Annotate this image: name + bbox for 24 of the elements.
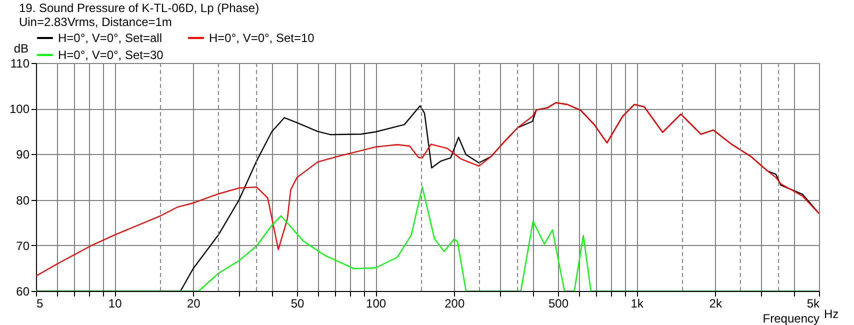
x-tick-label: 5k [806,296,820,310]
text: Hz [824,307,839,321]
chart-title: 19. Sound Pressure of K-TL-06D, Lp (Phase) [18,1,260,15]
y-axis-title: dB [14,42,28,56]
y-tick-label: 100 [9,102,30,116]
x-tick-label: 2k [709,296,723,310]
y-tick-label: 80 [16,193,30,208]
x-axis-title: Frequency [762,312,820,325]
y-tick-label: 60 [16,284,30,298]
x-tick-label: 20 [186,296,201,310]
legend-label: H=0°, V=0°, Set=10 [209,31,315,45]
x-tick-label: 50 [290,296,304,310]
x-tick-label: 500 [548,296,569,310]
x-tick-label: 200 [444,296,465,310]
y-tick-label: 90 [16,148,30,162]
y-tick-label: 70 [16,238,30,253]
chart-subtitle: Uin=2.83Vrms, Distance=1m [18,15,172,29]
y-tick-label: 110 [10,56,30,70]
x-tick-label: 5 [36,296,44,310]
legend-label: H=0°, V=0°, Set=all [58,31,162,45]
legend-label: H=0°, V=0°, Set=30 [58,48,164,62]
x-tick-label: 1k [630,296,644,310]
x-tick-label: 10 [108,296,122,310]
x-tick-label: 100 [366,296,386,310]
